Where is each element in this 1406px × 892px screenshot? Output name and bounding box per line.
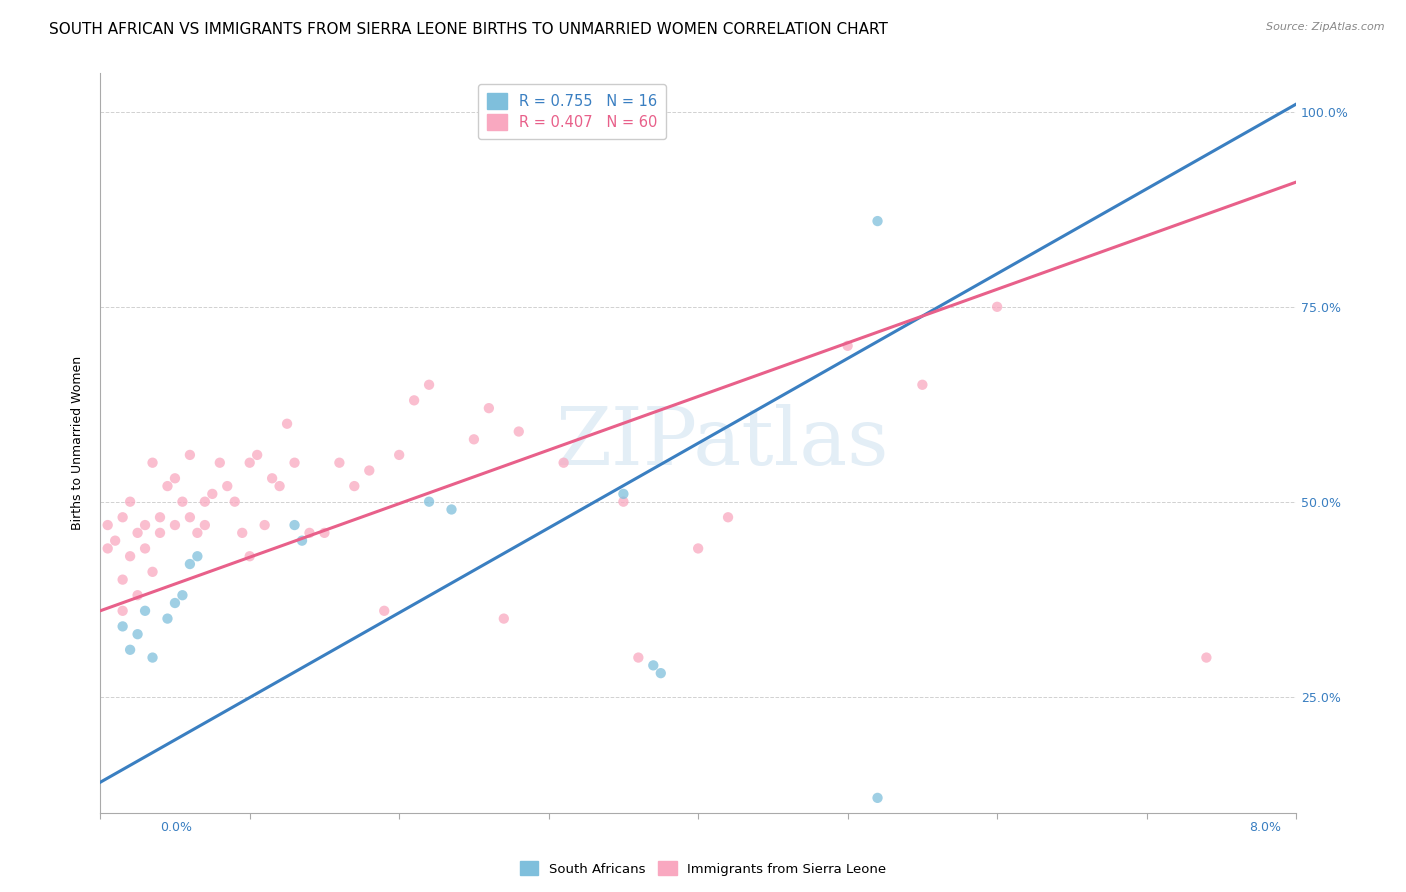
Point — [553, 456, 575, 470]
Point — [134, 518, 156, 533]
Point — [866, 214, 889, 228]
Point — [717, 510, 740, 524]
Point — [134, 604, 156, 618]
Point — [627, 650, 650, 665]
Point — [141, 650, 163, 665]
Point — [163, 471, 186, 485]
Point — [208, 456, 231, 470]
Point — [231, 525, 253, 540]
Point — [97, 518, 120, 533]
Point — [269, 479, 291, 493]
Point — [373, 604, 395, 618]
Point — [163, 596, 186, 610]
Point — [418, 494, 440, 508]
Point — [120, 494, 142, 508]
Point — [508, 425, 530, 439]
Text: Source: ZipAtlas.com: Source: ZipAtlas.com — [1267, 22, 1385, 32]
Point — [194, 494, 217, 508]
Point — [149, 510, 172, 524]
Point — [688, 541, 710, 556]
Point — [111, 510, 134, 524]
Point — [276, 417, 298, 431]
Point — [120, 642, 142, 657]
Text: ZIPatlas: ZIPatlas — [555, 404, 889, 483]
Y-axis label: Births to Unmarried Women: Births to Unmarried Women — [72, 356, 84, 530]
Point — [239, 549, 262, 564]
Point — [643, 658, 665, 673]
Point — [359, 463, 381, 477]
Point — [463, 433, 485, 447]
Point — [111, 619, 134, 633]
Point — [217, 479, 239, 493]
Point — [314, 525, 336, 540]
Point — [172, 588, 194, 602]
Point — [262, 471, 284, 485]
Point — [253, 518, 276, 533]
Point — [1195, 650, 1218, 665]
Point — [127, 525, 149, 540]
Point — [127, 627, 149, 641]
Point — [239, 456, 262, 470]
Point — [186, 549, 208, 564]
Point — [179, 448, 201, 462]
Point — [650, 666, 672, 681]
Point — [612, 487, 634, 501]
Point — [163, 518, 186, 533]
Legend: R = 0.755   N = 16, R = 0.407   N = 60: R = 0.755 N = 16, R = 0.407 N = 60 — [478, 84, 666, 139]
Point — [612, 494, 634, 508]
Point — [283, 456, 305, 470]
Point — [104, 533, 127, 548]
Point — [156, 479, 179, 493]
Point — [837, 339, 859, 353]
Point — [291, 533, 314, 548]
Point — [911, 377, 934, 392]
Point — [478, 401, 501, 416]
Point — [120, 549, 142, 564]
Point — [388, 448, 411, 462]
Point — [156, 611, 179, 625]
Legend: South Africans, Immigrants from Sierra Leone: South Africans, Immigrants from Sierra L… — [515, 856, 891, 881]
Point — [343, 479, 366, 493]
Point — [283, 518, 305, 533]
Point — [179, 510, 201, 524]
Point — [328, 456, 350, 470]
Point — [172, 494, 194, 508]
Text: 0.0%: 0.0% — [160, 821, 191, 834]
Point — [141, 456, 163, 470]
Point — [298, 525, 321, 540]
Point — [111, 604, 134, 618]
Point — [97, 541, 120, 556]
Point — [224, 494, 246, 508]
Point — [186, 525, 208, 540]
Point — [127, 588, 149, 602]
Point — [492, 611, 515, 625]
Text: SOUTH AFRICAN VS IMMIGRANTS FROM SIERRA LEONE BIRTHS TO UNMARRIED WOMEN CORRELAT: SOUTH AFRICAN VS IMMIGRANTS FROM SIERRA … — [49, 22, 889, 37]
Point — [134, 541, 156, 556]
Point — [111, 573, 134, 587]
Text: 8.0%: 8.0% — [1250, 821, 1281, 834]
Point — [404, 393, 426, 408]
Point — [149, 525, 172, 540]
Point — [179, 557, 201, 571]
Point — [418, 377, 440, 392]
Point — [866, 790, 889, 805]
Point — [986, 300, 1008, 314]
Point — [201, 487, 224, 501]
Point — [141, 565, 163, 579]
Point — [194, 518, 217, 533]
Point — [246, 448, 269, 462]
Point — [440, 502, 463, 516]
